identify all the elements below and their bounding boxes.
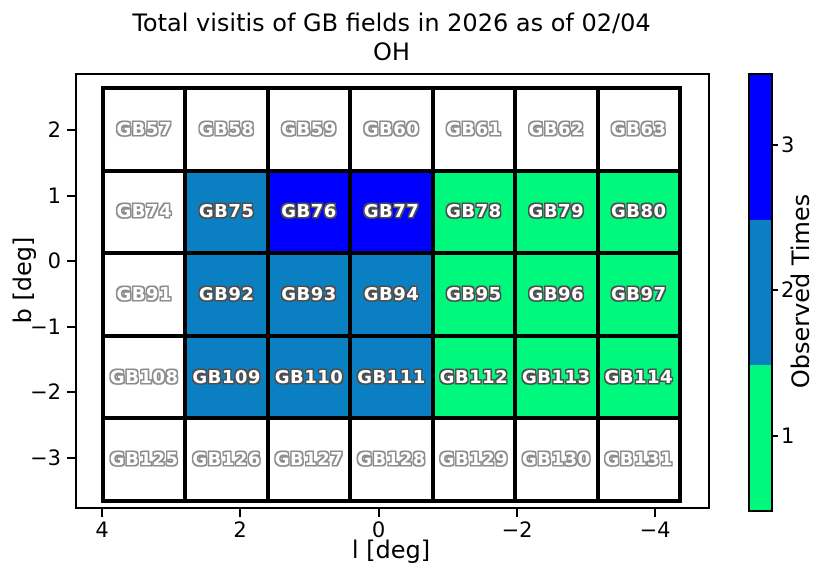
plot-area xyxy=(75,73,710,509)
y-tick-label-2: 0 xyxy=(47,249,61,273)
colorbar-tick-label-2: 1 xyxy=(781,424,795,448)
field-cell-gb78: GB78 xyxy=(430,168,518,256)
x-tick-label-4: −4 xyxy=(639,518,671,542)
field-row: GB125 GB126 GB127 GB128 GB129 GB130 GB131 xyxy=(100,416,683,503)
field-cell-gb125: GB125 xyxy=(100,416,188,503)
x-tick-label-0: 4 xyxy=(95,518,109,542)
field-cell-gb114: GB114 xyxy=(595,333,683,421)
field-row: GB57 GB58 GB59 GB60 GB61 GB62 GB63 xyxy=(100,86,683,173)
colorbar-segment-2 xyxy=(750,365,771,510)
field-cell-gb58: GB58 xyxy=(183,86,270,173)
colorbar-segment-1 xyxy=(750,220,771,365)
field-grid: GB57 GB58 GB59 GB60 GB61 GB62 GB63 GB74 GB75 GB76… xyxy=(100,86,683,503)
field-cell-gb127: GB127 xyxy=(265,416,353,503)
field-cell-gb109: GB109 xyxy=(183,333,270,421)
field-cell-gb62: GB62 xyxy=(513,86,600,173)
field-cell-gb131: GB131 xyxy=(595,416,683,503)
field-row: GB91 GB92 GB93 GB94 GB95 GB96 GB97 xyxy=(100,251,683,338)
field-cell-gb113: GB113 xyxy=(513,333,600,421)
y-tick-mark-0 xyxy=(67,129,75,131)
field-cell-gb97: GB97 xyxy=(595,251,683,338)
field-cell-gb60: GB60 xyxy=(348,86,435,173)
field-cell-gb57: GB57 xyxy=(100,86,188,173)
field-cell-gb94: GB94 xyxy=(348,251,435,338)
field-cell-gb93: GB93 xyxy=(265,251,353,338)
field-row: GB108 GB109 GB110 GB111 GB112 GB113 GB114 xyxy=(100,333,683,421)
y-tick-mark-2 xyxy=(67,260,75,262)
field-cell-gb59: GB59 xyxy=(265,86,353,173)
field-cell-gb95: GB95 xyxy=(430,251,518,338)
y-tick-label-3: −1 xyxy=(30,315,61,339)
colorbar-tick-mark-1 xyxy=(773,289,778,291)
field-cell-gb112: GB112 xyxy=(430,333,518,421)
field-row: GB74 GB75 GB76 GB77 GB78 GB79 GB80 xyxy=(100,168,683,256)
x-tick-label-3: −2 xyxy=(501,518,533,542)
y-tick-mark-3 xyxy=(67,326,75,328)
field-cell-gb108: GB108 xyxy=(100,333,188,421)
x-tick-label-1: 2 xyxy=(233,518,247,542)
x-tick-mark-2 xyxy=(377,509,380,517)
field-cell-gb77: GB77 xyxy=(348,168,435,256)
y-tick-mark-5 xyxy=(67,457,75,459)
field-cell-gb91: GB91 xyxy=(100,251,188,338)
y-tick-mark-1 xyxy=(67,195,75,197)
colorbar-tick-mark-0 xyxy=(773,144,778,146)
x-tick-mark-4 xyxy=(654,509,656,517)
colorbar-tick-label-0: 3 xyxy=(781,133,795,157)
field-cell-gb63: GB63 xyxy=(595,86,683,173)
y-tick-label-4: −2 xyxy=(30,380,61,404)
field-cell-gb96: GB96 xyxy=(513,251,600,338)
y-tick-label-0: 2 xyxy=(47,118,61,142)
colorbar xyxy=(748,73,773,512)
field-cell-gb128: GB128 xyxy=(348,416,435,503)
x-tick-mark-1 xyxy=(239,509,241,517)
y-tick-mark-4 xyxy=(67,391,75,393)
colorbar-tick-label-1: 2 xyxy=(781,278,795,302)
field-cell-gb126: GB126 xyxy=(183,416,270,503)
field-cell-gb111: GB111 xyxy=(348,333,435,421)
field-cell-gb76: GB76 xyxy=(265,168,353,256)
x-tick-mark-3 xyxy=(516,509,518,517)
y-tick-label-5: −3 xyxy=(30,446,61,470)
chart-title: Total visitis of GB fields in 2026 as of… xyxy=(132,9,651,37)
field-cell-gb110: GB110 xyxy=(265,333,353,421)
colorbar-tick-mark-2 xyxy=(773,435,778,437)
field-cell-gb79: GB79 xyxy=(513,168,600,256)
x-tick-mark-0 xyxy=(101,509,103,517)
field-cell-gb75: GB75 xyxy=(183,168,270,256)
chart-subtitle: OH xyxy=(373,38,410,66)
field-cell-gb129: GB129 xyxy=(430,416,518,503)
field-cell-gb61: GB61 xyxy=(430,86,518,173)
field-cell-gb80: GB80 xyxy=(595,168,683,256)
y-tick-label-1: 1 xyxy=(47,184,61,208)
field-cell-gb74: GB74 xyxy=(100,168,188,256)
x-tick-label-2: 0 xyxy=(371,518,386,542)
x-axis-label: l [deg] xyxy=(351,536,431,564)
field-cell-gb130: GB130 xyxy=(513,416,600,503)
field-cell-gb92: GB92 xyxy=(183,251,270,338)
colorbar-segment-0 xyxy=(750,75,771,220)
